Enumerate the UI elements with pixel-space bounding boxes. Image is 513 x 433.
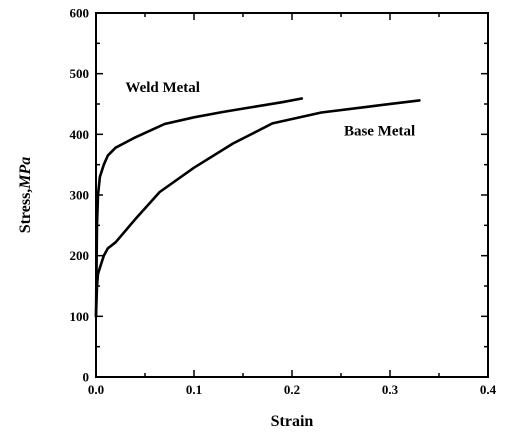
- y-tick-label: 400: [70, 127, 90, 142]
- x-tick-label: 0.0: [88, 382, 104, 397]
- y-tick-label: 500: [70, 66, 90, 81]
- y-axis-title-prefix: Stress,: [17, 189, 34, 234]
- x-tick-label: 0.2: [284, 382, 300, 397]
- y-tick-label: 0: [83, 370, 90, 385]
- base-metal-curve: [94, 99, 421, 318]
- series-layer: [94, 97, 421, 318]
- y-axis-title-unit: MPa: [17, 157, 34, 190]
- x-tick-label: 0.1: [186, 382, 202, 397]
- base-metal-label: Base Metal: [344, 124, 415, 140]
- weld-metal-curve: [94, 97, 304, 318]
- y-tick-label: 300: [70, 188, 90, 203]
- x-tick-label: 0.4: [480, 382, 497, 397]
- weld-metal-label: Weld Metal: [125, 80, 200, 96]
- y-tick-label: 100: [70, 309, 90, 324]
- x-axis-title: Strain: [271, 413, 314, 430]
- y-tick-label: 200: [70, 248, 90, 263]
- series-label-layer: Weld Metal Base Metal: [125, 80, 415, 140]
- y-axis: 0 100 200 300 400 500 600: [70, 6, 488, 385]
- y-tick-label: 600: [70, 6, 90, 21]
- x-axis: 0.0 0.1 0.2 0.3 0.4: [88, 13, 497, 397]
- plot-frame: [95, 12, 489, 378]
- y-axis-title: Stress,MPa: [17, 157, 34, 234]
- x-tick-label: 0.3: [382, 382, 399, 397]
